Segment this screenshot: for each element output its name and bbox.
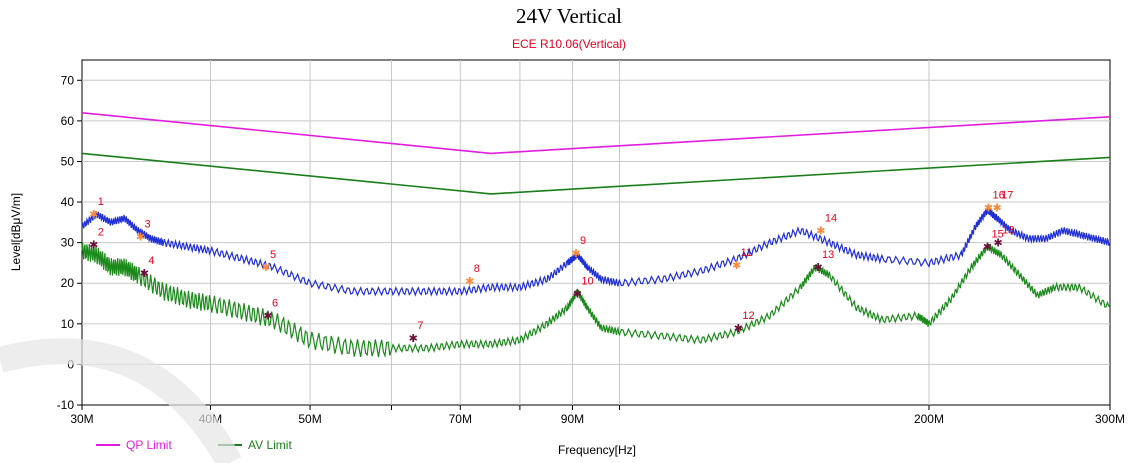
legend-av-label: AV Limit xyxy=(248,438,292,452)
marker-12: ✱12 xyxy=(734,310,755,335)
legend-qp-limit: QP Limit xyxy=(96,438,172,452)
legend-qp-swatch xyxy=(96,444,120,446)
marker-symbol: ✱ xyxy=(571,247,580,260)
marker-label: 3 xyxy=(144,219,150,231)
marker-symbol: ✱ xyxy=(983,241,992,254)
marker-label: 1 xyxy=(98,196,104,208)
marker-5: ✱5 xyxy=(261,249,276,274)
marker-label: 18 xyxy=(1002,225,1014,237)
marker-symbol: ✱ xyxy=(984,201,993,214)
y-tick-label: 50 xyxy=(61,154,75,168)
marker-11: ✱11 xyxy=(732,247,752,272)
marker-symbol: ✱ xyxy=(465,275,474,288)
y-axis-label: Level[dBμV/m] xyxy=(9,193,23,271)
marker-18: ✱18 xyxy=(994,225,1015,250)
marker-symbol: ✱ xyxy=(732,259,741,272)
marker-symbol: ✱ xyxy=(136,231,145,244)
chart-subtitle: ECE R10.06(Vertical) xyxy=(511,37,627,51)
marker-label: 13 xyxy=(822,249,834,261)
marker-layer: ✱1✱2 ✱3✱4 ✱5✱6✱7✱8✱9✱10✱11✱12✱13✱14✱15✱16✱… xyxy=(89,189,1014,345)
legend-av-swatch xyxy=(218,444,242,446)
x-tick-label: 90M xyxy=(561,412,584,426)
marker-label: 10 xyxy=(581,275,593,287)
marker-label: 15 xyxy=(991,229,1003,241)
marker-symbol: ✱ xyxy=(140,267,149,280)
x-tick-label: 30M xyxy=(70,412,93,426)
marker-2: ✱2 xyxy=(89,227,104,252)
plot-area xyxy=(81,59,1111,406)
x-tick-label: 70M xyxy=(449,412,472,426)
marker-1: ✱1 xyxy=(89,196,104,221)
marker-symbol: ✱ xyxy=(573,287,582,300)
legend-qp-label: QP Limit xyxy=(126,438,172,452)
x-tick-label: 300M xyxy=(1095,412,1125,426)
legend-av-limit: AV Limit xyxy=(218,438,292,452)
marker-label: 6 xyxy=(272,298,278,310)
marker-symbol: ✱ xyxy=(261,261,270,274)
marker-label: 9 xyxy=(580,235,586,247)
marker-13: ✱13 xyxy=(813,249,834,274)
x-tick-label: 200M xyxy=(914,412,944,426)
marker-label: 8 xyxy=(474,263,480,275)
marker-symbol: ✱ xyxy=(813,261,822,274)
chart-title: 24V Vertical xyxy=(516,4,622,28)
marker-7: ✱7 xyxy=(409,320,424,345)
y-tick-label: 30 xyxy=(61,236,75,250)
y-tick-label: 20 xyxy=(61,276,75,290)
marker-label: 17 xyxy=(1001,189,1013,201)
marker-4: ✱4 xyxy=(140,255,155,280)
marker-symbol: ✱ xyxy=(89,208,98,221)
marker-8: ✱8 xyxy=(465,263,480,288)
marker-16: ✱16 xyxy=(984,189,1005,214)
y-tick-label: 60 xyxy=(61,114,75,128)
y-tick-label: -10 xyxy=(57,398,75,412)
marker-symbol: ✱ xyxy=(409,332,418,345)
peak-trace-line xyxy=(81,206,1111,297)
marker-14: ✱14 xyxy=(816,212,837,237)
x-axis-label: Frequency[Hz] xyxy=(558,443,636,457)
y-tick-label: 10 xyxy=(61,317,75,331)
marker-symbol: ✱ xyxy=(816,224,825,237)
y-tick-label: 70 xyxy=(61,73,75,87)
marker-label: 12 xyxy=(742,310,754,322)
marker-label: 2 xyxy=(98,227,104,239)
av-limit-line xyxy=(81,152,1111,195)
marker-10: ✱10 xyxy=(573,275,594,300)
marker-symbol: ✱ xyxy=(89,239,98,252)
marker-label: 4 xyxy=(148,255,154,267)
marker-symbol: ✱ xyxy=(993,201,1002,214)
marker-label: 14 xyxy=(825,212,837,224)
x-tick-label: 50M xyxy=(298,412,321,426)
marker-label: 5 xyxy=(270,249,276,261)
x-tick-label: 40M xyxy=(199,412,222,426)
series-layer xyxy=(81,112,1111,358)
marker-3: ✱3 xyxy=(136,219,151,244)
qp-limit-line xyxy=(81,112,1111,155)
marker-symbol: ✱ xyxy=(734,322,743,335)
marker-17: ✱17 xyxy=(993,189,1014,214)
marker-6: ✱6 xyxy=(263,298,278,323)
y-tick-label: 0 xyxy=(67,357,74,371)
marker-label: 16 xyxy=(992,189,1004,201)
y-tick-label: 40 xyxy=(61,195,75,209)
marker-symbol: ✱ xyxy=(263,310,272,323)
marker-label: 11 xyxy=(741,247,752,259)
marker-15: ✱15 xyxy=(983,229,1004,254)
marker-label: 7 xyxy=(417,320,423,332)
average-trace-line xyxy=(81,242,1111,358)
marker-symbol: ✱ xyxy=(994,237,1003,250)
marker-9: ✱9 xyxy=(571,235,586,260)
